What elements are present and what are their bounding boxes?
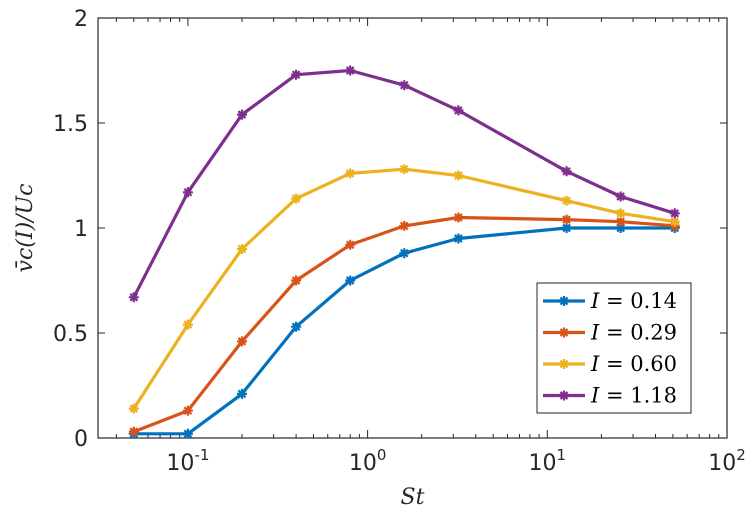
x-tick-exponent: 2 — [736, 446, 746, 464]
data-point — [399, 220, 410, 231]
data-point — [559, 327, 569, 338]
series-i-0-29 — [128, 212, 680, 437]
data-point — [453, 170, 464, 181]
y-tick-label: 2 — [74, 7, 88, 32]
legend-variable: I — [590, 384, 600, 408]
series-i-0-60 — [128, 164, 680, 414]
legend-value: = 0.29 — [599, 321, 677, 345]
data-point — [615, 208, 626, 219]
data-point — [453, 233, 464, 244]
data-point — [237, 388, 247, 399]
y-tick-label: 0.5 — [53, 322, 88, 347]
data-point — [345, 168, 356, 179]
legend-variable: I — [590, 352, 600, 376]
data-point — [615, 191, 626, 202]
series-line — [133, 226, 675, 436]
x-tick-label: 101 — [529, 446, 567, 476]
legend-box — [536, 282, 692, 414]
data-point — [182, 428, 193, 439]
data-point — [559, 390, 569, 401]
y-tick-label: 0 — [74, 427, 88, 452]
data-point — [453, 212, 464, 223]
series-line — [132, 167, 676, 410]
series-i-1-18 — [128, 65, 680, 303]
legend-entry: I = 1.18 — [543, 384, 677, 408]
data-point — [561, 195, 572, 206]
series-line — [132, 68, 676, 299]
legend-variable: I — [590, 321, 600, 345]
legend-entry: I = 0.60 — [543, 352, 677, 376]
data-point — [345, 65, 356, 76]
data-point — [561, 214, 572, 225]
data-point — [291, 193, 302, 204]
x-tick-label: 102 — [708, 446, 746, 476]
x-axis: 10-1 100 101 102 — [115, 18, 746, 476]
x-axis-label: St — [401, 485, 425, 510]
data-point — [399, 164, 410, 175]
legend-label: I = 0.14 — [590, 289, 677, 313]
x-tick-base: 10 — [166, 451, 194, 476]
data-point — [559, 296, 569, 306]
x-tick-exponent: -1 — [194, 446, 209, 464]
legend-entry: I = 0.14 — [543, 289, 677, 313]
data-point — [237, 336, 247, 347]
data-point — [345, 239, 356, 250]
data-point — [561, 166, 572, 177]
y-axis: 0 0.5 1 1.5 2 — [53, 7, 727, 452]
data-point — [669, 208, 680, 219]
y-tick-label: 1.5 — [53, 112, 88, 137]
legend-label: I = 1.18 — [590, 384, 677, 408]
data-point — [399, 248, 410, 259]
data-point — [291, 69, 302, 80]
data-point — [453, 105, 464, 116]
legend-variable: I — [590, 289, 600, 313]
legend-value: = 1.18 — [599, 384, 677, 408]
x-tick-base: 10 — [349, 451, 377, 476]
series-layer — [128, 65, 680, 439]
legend: I = 0.14I = 0.29I = 0.60I = 1.18 — [536, 282, 692, 414]
data-point — [345, 275, 356, 286]
legend-label: I = 0.29 — [590, 321, 677, 345]
x-tick-base: 10 — [529, 451, 557, 476]
legend-label: I = 0.60 — [590, 352, 677, 376]
y-tick-label: 1 — [74, 217, 88, 242]
data-point — [561, 223, 572, 233]
data-point — [399, 80, 410, 91]
data-point — [182, 187, 193, 198]
x-tick-exponent: 0 — [377, 446, 387, 464]
y-axis-label: v̄c(I)/Uc — [13, 184, 38, 273]
data-point — [182, 405, 193, 416]
series-line — [133, 215, 675, 434]
data-point — [237, 109, 247, 120]
x-tick-label: 100 — [349, 446, 387, 476]
data-point — [291, 321, 302, 332]
x-tick-exponent: 1 — [557, 446, 567, 464]
data-point — [128, 292, 139, 303]
data-point — [559, 359, 569, 369]
data-point — [128, 426, 139, 437]
legend-value: = 0.14 — [599, 289, 677, 313]
x-tick-base: 10 — [708, 451, 736, 476]
data-point — [669, 216, 680, 227]
legend-value: = 0.60 — [599, 352, 677, 376]
data-point — [615, 216, 626, 227]
legend-entry: I = 0.29 — [543, 321, 677, 345]
x-tick-label: 10-1 — [166, 446, 209, 476]
data-point — [291, 275, 302, 286]
data-point — [237, 244, 247, 254]
data-point — [615, 223, 626, 233]
data-point — [128, 403, 139, 414]
data-point — [182, 319, 193, 330]
